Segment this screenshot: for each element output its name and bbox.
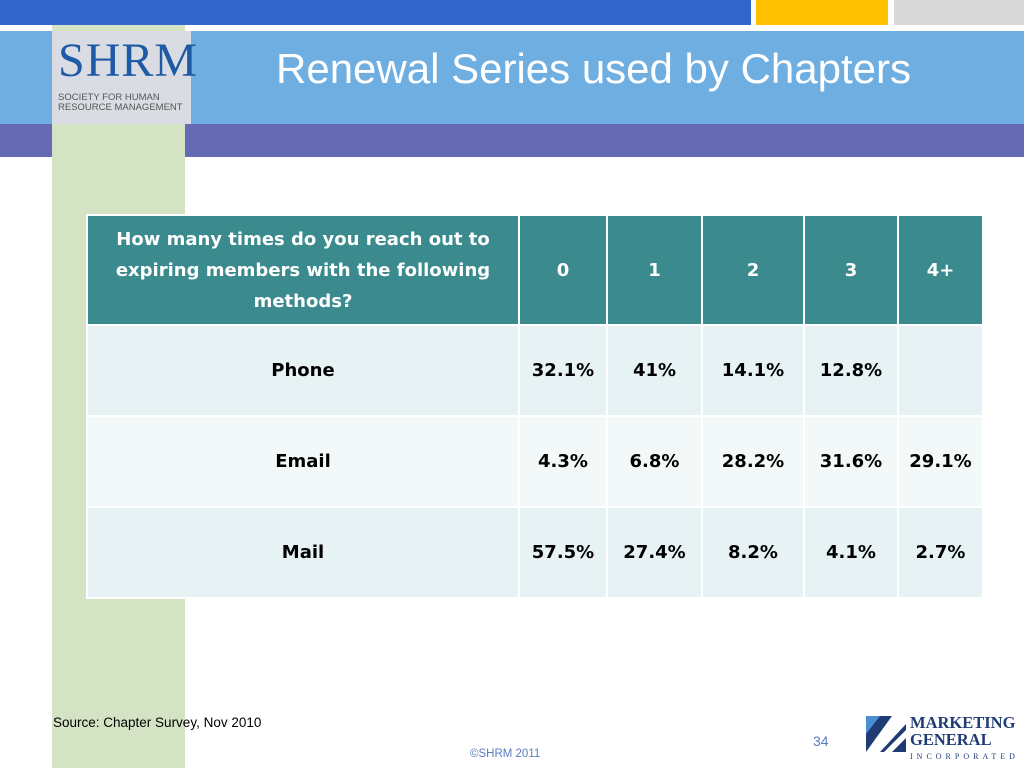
table-cell: 8.2%	[701, 506, 805, 599]
table-cell: 28.2%	[701, 415, 805, 508]
table-cell: 12.8%	[803, 324, 899, 417]
table-cell: 31.6%	[803, 415, 899, 508]
slide-title: Renewal Series used by Chapters	[276, 45, 912, 92]
table-cell: 27.4%	[606, 506, 703, 599]
top-bar-blue	[0, 0, 751, 25]
table-cell: 6.8%	[606, 415, 703, 508]
table-row: Phone 32.1% 41% 14.1% 12.8%	[86, 324, 984, 417]
marketing-general-line2: GENERAL	[910, 730, 992, 749]
column-header: 2	[701, 214, 805, 326]
table-cell: 57.5%	[518, 506, 608, 599]
top-bar-gray	[894, 0, 1024, 25]
column-header: 3	[803, 214, 899, 326]
renewal-table: How many times do you reach out to expir…	[86, 214, 984, 599]
column-header: 0	[518, 214, 608, 326]
table-cell: 14.1%	[701, 324, 805, 417]
shrm-logo-subtext: Society for Human Resource Management	[58, 92, 183, 113]
source-note: Source: Chapter Survey, Nov 2010	[53, 715, 262, 730]
copyright-text: ©SHRM 2011	[470, 748, 541, 760]
table-row: Email 4.3% 6.8% 28.2% 31.6% 29.1%	[86, 415, 984, 508]
page-number: 34	[813, 733, 829, 749]
top-bar-gold	[756, 0, 888, 25]
marketing-general-incorporated: INCORPORATED	[910, 752, 1019, 761]
table-cell: 4.3%	[518, 415, 608, 508]
table-cell: 29.1%	[897, 415, 984, 508]
shrm-logo: SHRM Society for Human Resource Manageme…	[52, 31, 197, 124]
table-cell: 32.1%	[518, 324, 608, 417]
shrm-logo-text: SHRM	[58, 34, 199, 87]
marketing-general-name: MARKETING GENERAL	[910, 714, 1015, 748]
table-header-row: How many times do you reach out to expir…	[86, 214, 984, 326]
marketing-general-logo: MARKETING GENERAL INCORPORATED	[866, 714, 1016, 764]
marketing-general-mark-icon	[866, 716, 906, 752]
marketing-general-line1: MARKETING	[910, 713, 1016, 732]
row-label: Phone	[86, 324, 520, 417]
table-cell: 4.1%	[803, 506, 899, 599]
row-label: Mail	[86, 506, 520, 599]
column-header: 4+	[897, 214, 984, 326]
table-cell: 41%	[606, 324, 703, 417]
table-cell: 2.7%	[897, 506, 984, 599]
row-label: Email	[86, 415, 520, 508]
column-header: 1	[606, 214, 703, 326]
table-row: Mail 57.5% 27.4% 8.2% 4.1% 2.7%	[86, 506, 984, 599]
question-header: How many times do you reach out to expir…	[86, 214, 520, 326]
table-cell	[897, 324, 984, 417]
